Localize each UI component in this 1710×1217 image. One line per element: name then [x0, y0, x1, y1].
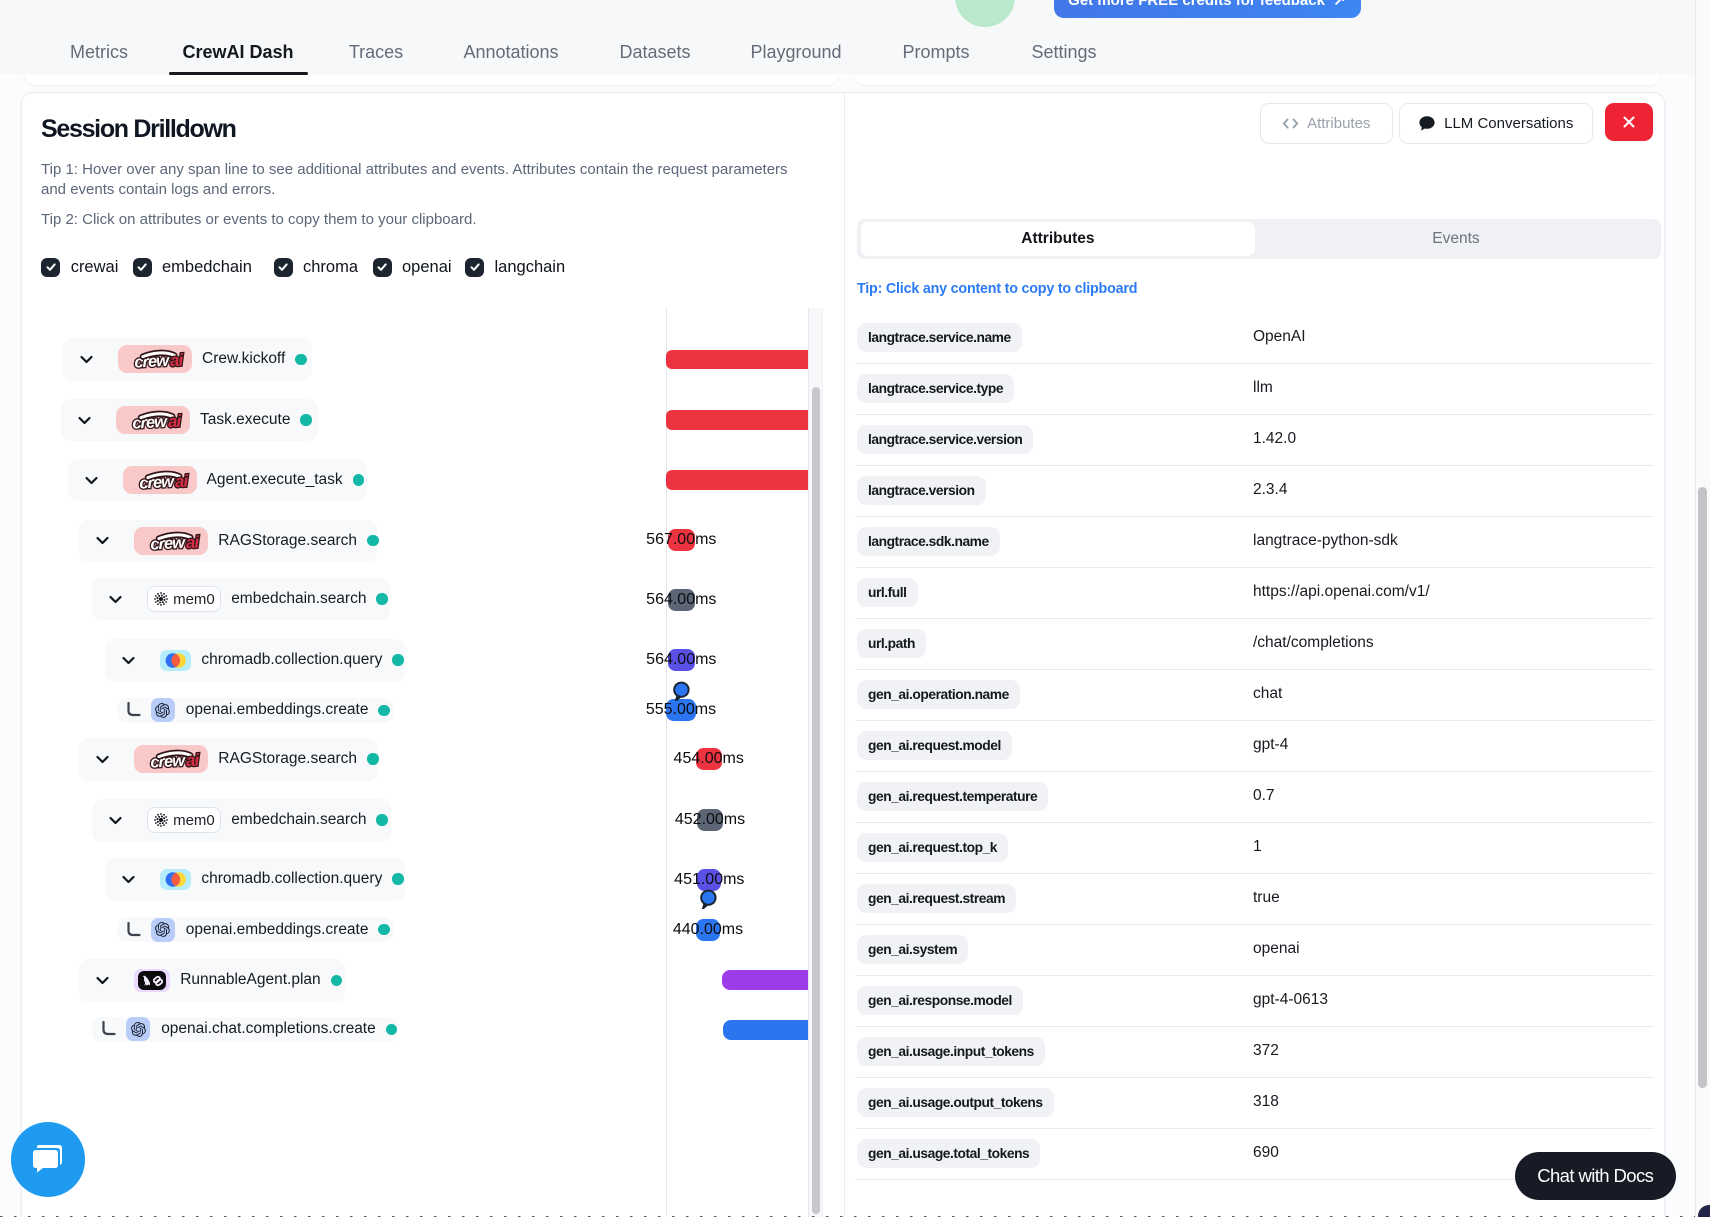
svg-text:ai: ai: [186, 532, 201, 552]
svg-text:ai: ai: [168, 411, 183, 431]
svg-text:ai: ai: [186, 750, 201, 770]
svg-text:ai: ai: [170, 351, 185, 371]
svg-text:ai: ai: [174, 471, 189, 491]
